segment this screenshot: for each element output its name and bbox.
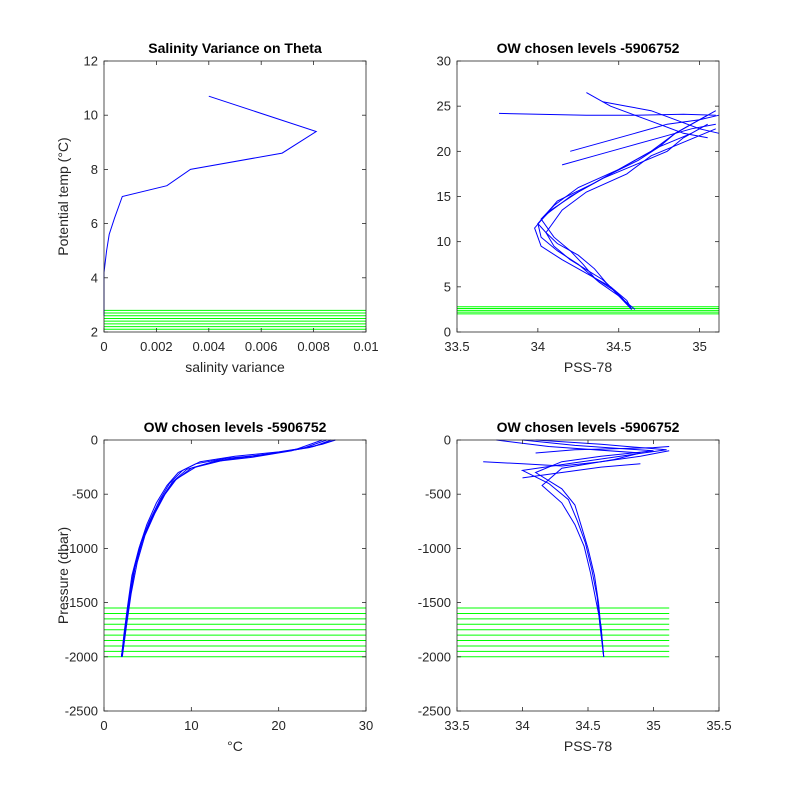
- y-axis-label: Pressure (dbar): [55, 527, 71, 624]
- y-tick-label: 5: [444, 279, 451, 294]
- x-tick-label: 0.002: [140, 339, 173, 354]
- series-line-5: [522, 463, 641, 479]
- chosen-levels: [104, 607, 366, 658]
- series-line-6: [498, 112, 716, 116]
- series-line-8: [586, 92, 708, 139]
- panel-salinity-theta: 33.5 34 34.5 35 0 5 10 15 20 25 30 OW chosen levels…: [437, 40, 720, 375]
- y-tick-label: -1500: [418, 595, 451, 610]
- x-tick-label: 34.5: [575, 718, 600, 733]
- y-tick-label: 0: [444, 325, 451, 340]
- plot-area: [457, 440, 719, 711]
- x-tick-label: 33.5: [444, 718, 469, 733]
- axes-box: [103, 439, 367, 712]
- x-tick-label: 0: [100, 339, 107, 354]
- y-tick-label: 0: [444, 433, 451, 448]
- y-tick-label: -1500: [65, 595, 98, 610]
- axes-box: [103, 60, 367, 333]
- panel-salinity-pressure: 33.5 34 34.5 35 35.5 -2500 -2000 -1500 -1000 -500…: [418, 419, 732, 754]
- x-tick-label: 30: [359, 718, 373, 733]
- chart-title: Salinity Variance on Theta: [148, 40, 322, 56]
- plot-area: [104, 440, 366, 711]
- y-tick-label: 6: [91, 216, 98, 231]
- x-tick-label: 0.01: [353, 339, 378, 354]
- series-line-7: [602, 101, 720, 134]
- series-line-9: [561, 123, 716, 166]
- y-tick-label: 20: [437, 144, 451, 159]
- x-tick-label: 0: [100, 718, 107, 733]
- plot-area: [104, 61, 366, 332]
- x-tick-label: 34.5: [606, 339, 631, 354]
- y-tick-label: -1000: [65, 541, 98, 556]
- x-axis-label: salinity variance: [185, 359, 285, 375]
- x-tick-label: 0.004: [193, 339, 226, 354]
- y-tick-label: -2000: [65, 649, 98, 664]
- plot-area: [457, 61, 719, 332]
- x-axis-label: PSS-78: [564, 738, 612, 754]
- x-tick-label: 10: [184, 718, 198, 733]
- y-tick-label: 25: [437, 99, 451, 114]
- y-tick-label: 2: [91, 325, 98, 340]
- x-tick-label: 35: [646, 718, 660, 733]
- y-tick-label: 0: [91, 433, 98, 448]
- series-line-3: [483, 450, 670, 467]
- chosen-levels: [457, 306, 719, 315]
- y-tick-label: 4: [91, 270, 98, 285]
- chosen-levels: [457, 607, 670, 658]
- profile-series: [121, 439, 336, 657]
- y-tick-label: -2500: [65, 704, 98, 719]
- x-tick-label: 35: [692, 339, 706, 354]
- chart-title: OW chosen levels -5906752: [497, 419, 680, 435]
- chart-title: OW chosen levels -5906752: [497, 40, 680, 56]
- y-tick-label: 15: [437, 189, 451, 204]
- y-tick-label: 8: [91, 162, 98, 177]
- x-tick-label: 35.5: [706, 718, 731, 733]
- series-line-2: [496, 439, 641, 657]
- x-axis-label: °C: [227, 738, 243, 754]
- series-line-3: [121, 439, 336, 657]
- chosen-levels: [104, 309, 366, 330]
- y-tick-label: 10: [84, 108, 98, 123]
- panel-temperature-pressure: 0 10 20 30 -2500 -2000 -1500 -1000 -500 0 OW chose…: [55, 419, 373, 754]
- x-tick-label: 20: [271, 718, 285, 733]
- y-tick-label: -1000: [418, 541, 451, 556]
- x-tick-label: 0.008: [297, 339, 330, 354]
- y-tick-label: 30: [437, 54, 451, 69]
- series-line-4: [535, 446, 670, 454]
- x-tick-label: 34: [515, 718, 529, 733]
- series-line-4: [537, 132, 692, 310]
- series-line-2: [545, 128, 716, 310]
- y-tick-label: -500: [72, 487, 98, 502]
- y-tick-label: -500: [425, 487, 451, 502]
- series-line-1: [520, 439, 667, 657]
- panel-salinity-variance: 0 0.002 0.004 0.006 0.008 0.01 2 4 6 8 10 12 Salinit…: [55, 40, 379, 375]
- x-axis-label: PSS-78: [564, 359, 612, 375]
- y-tick-label: 12: [84, 54, 98, 69]
- x-tick-label: 34: [531, 339, 545, 354]
- chart-title: OW chosen levels -5906752: [144, 419, 327, 435]
- y-tick-label: -2000: [418, 649, 451, 664]
- x-tick-label: 0.006: [245, 339, 278, 354]
- profile-series: [498, 92, 720, 310]
- y-tick-label: 10: [437, 234, 451, 249]
- profile-series: [483, 439, 670, 657]
- series-line-4: [121, 439, 323, 657]
- x-tick-label: 33.5: [444, 339, 469, 354]
- series-line-5: [570, 114, 720, 152]
- y-axis-label: Potential temp (°C): [55, 137, 71, 255]
- series-line-0: [522, 439, 654, 657]
- y-tick-label: -2500: [418, 704, 451, 719]
